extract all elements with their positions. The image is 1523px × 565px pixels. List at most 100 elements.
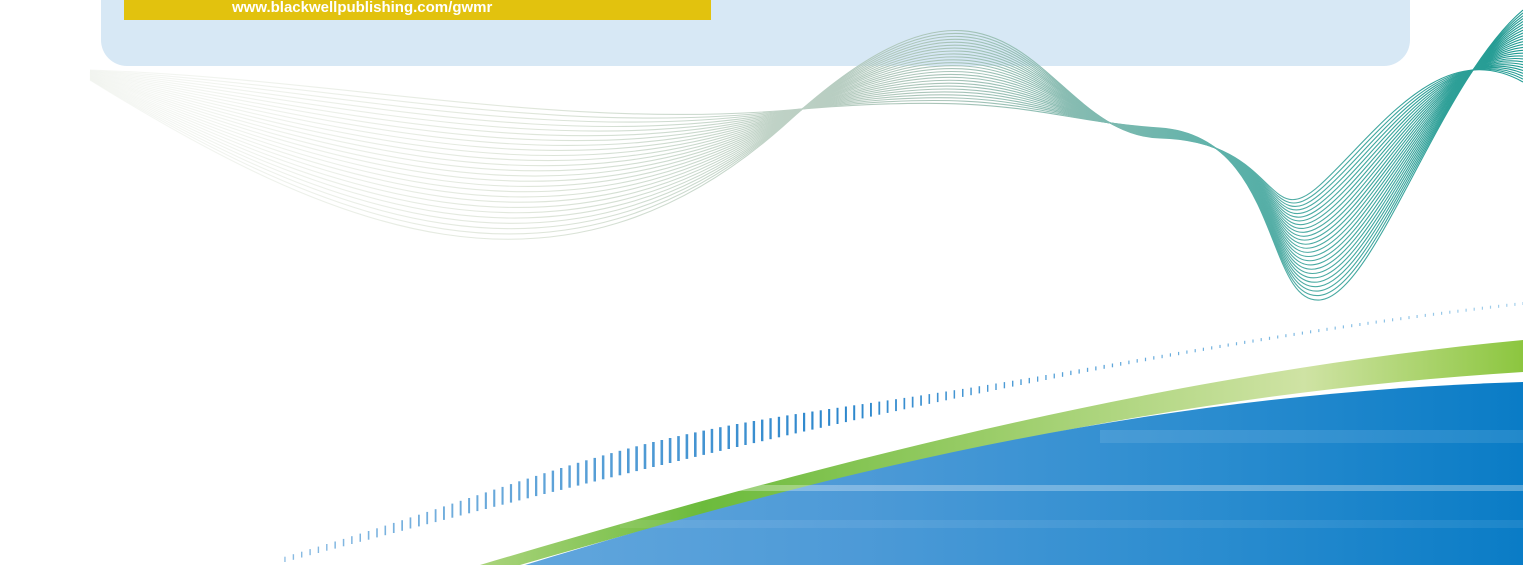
tick-mark [995, 383, 997, 390]
tick-mark [484, 492, 487, 509]
tick-mark [443, 506, 445, 520]
tick-mark [1061, 372, 1064, 377]
tick-mark [501, 486, 504, 505]
tick-mark [987, 384, 989, 392]
tick-mark [585, 460, 588, 484]
wave-line [89, 47, 1523, 222]
tick-mark [476, 495, 479, 512]
tick-mark [1161, 354, 1163, 359]
tick-mark [392, 522, 395, 533]
tick-mark [618, 450, 622, 476]
tick-mark [292, 554, 295, 560]
tick-mark [677, 436, 680, 461]
tick-mark [560, 468, 563, 490]
tick-mark [493, 489, 496, 507]
tick-mark [1481, 306, 1483, 310]
tick-mark [1408, 316, 1410, 320]
tick-mark [844, 406, 847, 423]
tick-mark [1186, 350, 1188, 354]
tick-mark [1012, 380, 1014, 387]
tick-mark [351, 536, 353, 544]
tick-mark [376, 528, 378, 538]
tick-mark [301, 551, 303, 558]
tick-mark [962, 388, 964, 397]
tick-mark [660, 440, 664, 465]
tick-mark [459, 500, 462, 516]
tick-mark [1086, 367, 1089, 372]
wave-line [89, 12, 1523, 296]
tick-mark [1219, 344, 1221, 348]
tick-mark [1383, 319, 1385, 323]
wave-line [89, 46, 1523, 245]
tick-mark [1153, 356, 1155, 360]
tick-mark [1095, 366, 1097, 371]
tick-mark [468, 498, 471, 514]
tick-mark [1136, 359, 1138, 363]
tick-mark [786, 415, 789, 436]
tick-mark [970, 387, 972, 396]
tick-mark [870, 402, 872, 417]
tick-mark [1260, 338, 1262, 342]
wave-line [89, 44, 1523, 218]
tick-mark [861, 404, 864, 419]
tick-mark [903, 397, 906, 410]
tick-mark [936, 392, 939, 403]
tick-mark [526, 478, 529, 499]
tick-mark [635, 446, 638, 472]
journal-url-link[interactable]: www.blackwellpublishing.com/gwmr [232, 0, 493, 16]
wave-line [89, 55, 1523, 233]
tick-mark [1351, 324, 1353, 328]
tick-mark [1367, 321, 1369, 325]
tick-mark [384, 525, 387, 536]
tick-mark [735, 424, 739, 447]
tick-mark [1392, 318, 1394, 322]
wave-line [89, 32, 1523, 235]
tick-mark [811, 411, 814, 430]
tick-mark [911, 396, 914, 408]
wave-line [89, 15, 1523, 292]
wave-lines [89, 9, 1523, 301]
tick-mark [518, 481, 521, 501]
tick-mark [317, 546, 320, 553]
wave-line [89, 50, 1523, 225]
wave-line [89, 38, 1523, 224]
tick-mark [1003, 382, 1006, 389]
tick-mark [1202, 347, 1204, 351]
tick-mark [1441, 311, 1443, 315]
tick-mark [1252, 339, 1254, 343]
tick-mark [1268, 336, 1271, 340]
tick-mark [769, 418, 772, 440]
tick-mark [1227, 343, 1229, 347]
tick-mark [803, 412, 806, 432]
wave-line [89, 35, 1523, 262]
tick-mark [1194, 349, 1196, 353]
tick-mark [694, 432, 697, 457]
tick-mark [643, 444, 647, 469]
tick-mark [652, 442, 655, 467]
tick-mark [1506, 303, 1508, 307]
wave-line [89, 21, 1523, 283]
tick-mark [627, 448, 630, 474]
wave-line [89, 41, 1523, 219]
tick-mark [752, 421, 756, 444]
tick-mark [1285, 334, 1287, 338]
tick-mark [702, 430, 705, 455]
wave-line [89, 30, 1523, 240]
tick-mark [886, 400, 889, 413]
tick-mark [535, 475, 538, 497]
tick-mark [1078, 369, 1080, 374]
tick-mark [409, 517, 412, 529]
tick-mark [710, 428, 714, 453]
tick-mark [334, 541, 336, 549]
tick-mark [853, 405, 856, 421]
tick-mark [1244, 340, 1246, 344]
tick-mark [828, 409, 831, 426]
tick-mark [1318, 329, 1320, 333]
tick-mark [744, 422, 747, 445]
tick-mark [1514, 302, 1516, 306]
tick-mark [1310, 330, 1312, 334]
tick-mark [1424, 313, 1426, 317]
tick-mark [836, 407, 839, 424]
